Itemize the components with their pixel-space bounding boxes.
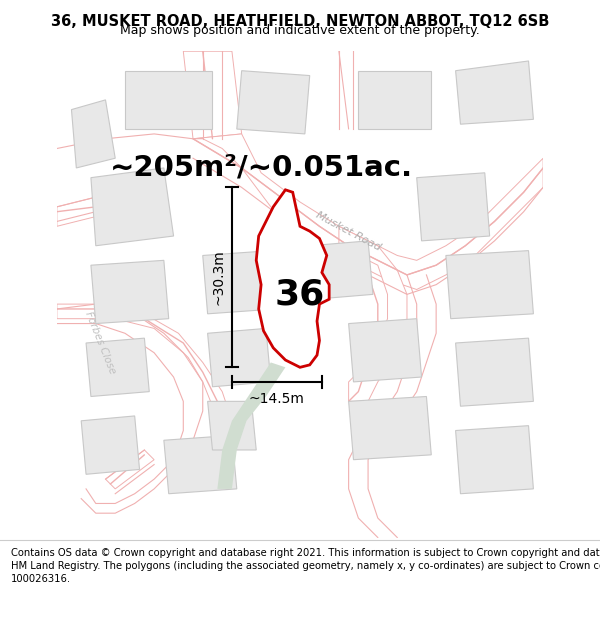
Text: 36, MUSKET ROAD, HEATHFIELD, NEWTON ABBOT, TQ12 6SB: 36, MUSKET ROAD, HEATHFIELD, NEWTON ABBO… [51, 14, 549, 29]
Polygon shape [164, 436, 237, 494]
Polygon shape [310, 241, 373, 299]
Text: ~205m²/~0.051ac.: ~205m²/~0.051ac. [110, 154, 413, 182]
Polygon shape [71, 100, 115, 168]
Text: 36: 36 [275, 278, 325, 311]
Polygon shape [217, 362, 286, 489]
Polygon shape [208, 401, 256, 450]
Polygon shape [208, 328, 271, 387]
Polygon shape [184, 51, 242, 139]
Text: Forbes Close: Forbes Close [83, 310, 118, 376]
Polygon shape [91, 261, 169, 324]
Polygon shape [91, 168, 173, 246]
Polygon shape [256, 190, 329, 368]
Text: Contains OS data © Crown copyright and database right 2021. This information is : Contains OS data © Crown copyright and d… [11, 548, 600, 584]
Text: ~14.5m: ~14.5m [249, 392, 305, 406]
Polygon shape [455, 338, 533, 406]
Polygon shape [203, 251, 275, 314]
Text: ~30.3m: ~30.3m [211, 249, 226, 305]
Polygon shape [416, 173, 490, 241]
Polygon shape [237, 71, 310, 134]
Polygon shape [349, 396, 431, 460]
Polygon shape [358, 71, 431, 129]
Polygon shape [57, 304, 242, 450]
Polygon shape [349, 319, 422, 382]
Polygon shape [446, 251, 533, 319]
Polygon shape [339, 226, 407, 401]
Polygon shape [193, 134, 543, 289]
Polygon shape [106, 450, 154, 489]
Text: Musket Road: Musket Road [314, 210, 383, 252]
Polygon shape [57, 197, 96, 226]
Polygon shape [125, 71, 212, 129]
Polygon shape [86, 338, 149, 396]
Polygon shape [81, 416, 140, 474]
Polygon shape [455, 426, 533, 494]
Polygon shape [455, 61, 533, 124]
Text: Map shows position and indicative extent of the property.: Map shows position and indicative extent… [120, 24, 480, 37]
